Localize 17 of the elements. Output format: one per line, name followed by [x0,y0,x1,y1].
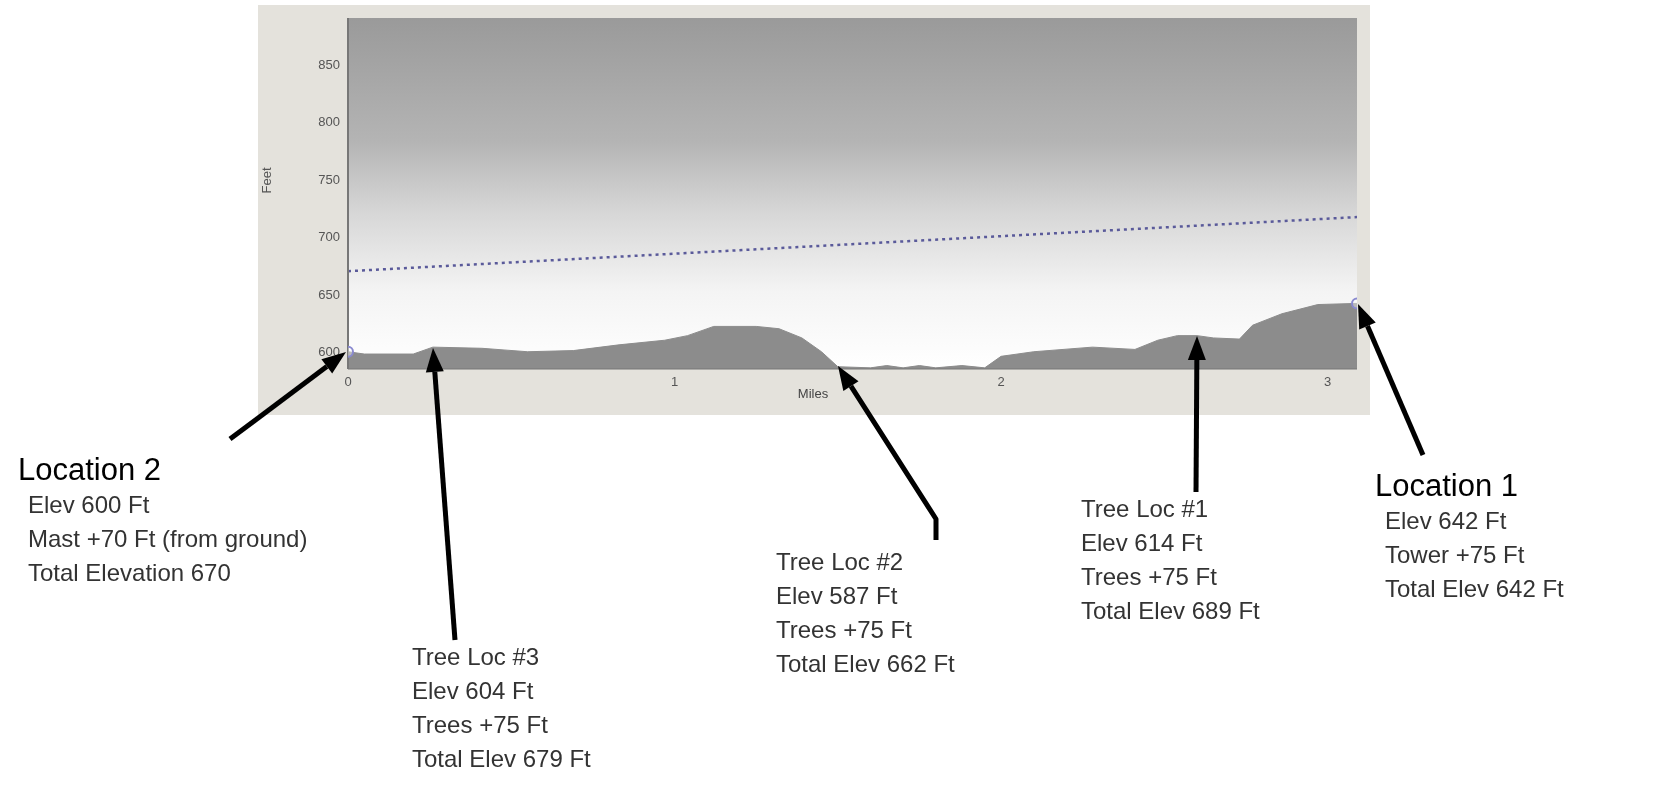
y-tick-label: 600 [318,344,340,360]
y-tick-label: 750 [318,171,340,187]
x-tick-label: 2 [997,374,1005,390]
text: Tree Loc #1 Elev 614 Ft Trees +75 Ft Total Elev 689 Ft [1081,494,1260,626]
y-tick-label: 700 [318,229,340,245]
y-tick-label: 650 [318,286,340,302]
y-tick-label: 850 [318,56,340,72]
y-tick-label: 800 [318,114,340,130]
x-tick-label: 1 [670,374,679,390]
text: Location 2 Elev 600 Ft Mast +70 Ft (from ground) Total Elevation 670 [18,452,308,588]
x-tick-label: 0 [344,374,352,390]
y-axis-title: Feet [258,167,274,194]
x-axis-title: Miles [797,386,829,401]
text: Tree Loc #3 Elev 604 Ft Trees +75 Ft Total Elev 679 Ft [412,642,591,774]
text: Tree Loc #2 Elev 587 Ft Trees +75 Ft Total Elev 662 Ft [776,547,955,679]
text: Location 1 Elev 642 Ft Tower +75 Ft Total Elev 642 Ft [1375,468,1564,604]
x-tick-label: 3 [1323,374,1332,390]
